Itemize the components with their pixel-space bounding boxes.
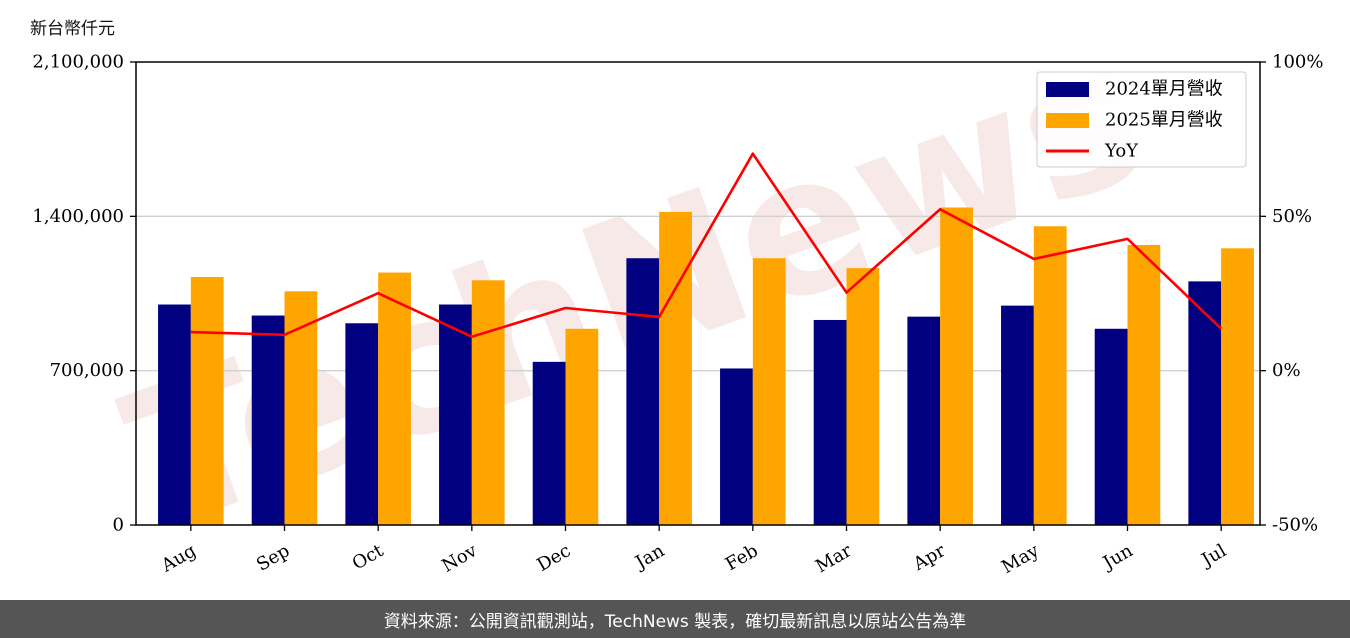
bar-2024-oct xyxy=(345,323,379,525)
bar-2025-may xyxy=(1033,226,1067,525)
bar-2024-may xyxy=(1001,305,1034,525)
x-tick-label: Jan xyxy=(630,540,668,574)
bar-2025-aug xyxy=(190,276,224,525)
revenue-chart: TechNews0700,0001,400,0002,100,000-50%0%… xyxy=(32,3,1323,578)
x-tick-label: Jun xyxy=(1098,540,1137,575)
y-right-tick-label: 50% xyxy=(1272,206,1312,227)
x-tick-label: Mar xyxy=(812,540,856,577)
bar-2024-jul xyxy=(1188,281,1222,525)
bar-2024-feb xyxy=(720,368,753,525)
footer-text: 資料來源：公開資訊觀測站，TechNews 製表，確切最新訊息以原站公告為準 xyxy=(383,611,967,632)
y-left-tick-label: 700,000 xyxy=(50,360,124,381)
bar-2025-mar xyxy=(846,268,880,525)
bar-2025-sep xyxy=(284,291,318,525)
yoy-line xyxy=(190,152,1223,339)
bar-2024-nov xyxy=(439,304,472,525)
bar-2025-oct xyxy=(378,272,411,525)
legend-yoy-label: YoY xyxy=(1104,141,1139,162)
bar-2024-dec xyxy=(532,361,566,525)
legend-2024-label: 2024單月營收 xyxy=(1105,79,1223,100)
x-tick-label: Dec xyxy=(533,540,574,576)
bar-2025-apr xyxy=(940,207,973,525)
bar-2025-dec xyxy=(565,328,599,525)
x-tick-label: Feb xyxy=(722,540,762,575)
chart-area: 新台幣仟元 TechNews0700,0001,400,0002,100,000… xyxy=(30,3,1323,578)
bar-2025-nov xyxy=(471,280,505,525)
y-axis-unit-label: 新台幣仟元 xyxy=(30,19,115,39)
source-footer: 資料來源：公開資訊觀測站，TechNews 製表，確切最新訊息以原站公告為準 xyxy=(0,600,1350,638)
legend-box xyxy=(1036,71,1247,168)
legend-2025-label: 2025單月營收 xyxy=(1105,110,1223,131)
bar-2024-jun xyxy=(1094,328,1128,525)
bar-2025-jun xyxy=(1127,244,1161,525)
y-left-tick-label: 1,400,000 xyxy=(32,206,124,227)
legend-2024-swatch xyxy=(1046,82,1089,97)
y-right-tick-label: 0% xyxy=(1272,360,1301,381)
bar-2024-mar xyxy=(813,319,847,525)
y-left-tick-label: 0 xyxy=(113,515,124,536)
bar-2024-apr xyxy=(907,316,941,525)
y-right-tick-label: 100% xyxy=(1272,52,1323,73)
plot-frame xyxy=(135,61,1261,526)
bar-2025-jul xyxy=(1221,248,1254,526)
bar-2024-sep xyxy=(251,315,285,525)
bar-2025-jan xyxy=(659,211,692,525)
x-tick-label: Sep xyxy=(253,540,293,575)
x-tick-label: Apr xyxy=(909,540,949,575)
x-tick-label: Nov xyxy=(438,540,481,577)
bar-2025-feb xyxy=(752,258,786,525)
y-left-tick-label: 2,100,000 xyxy=(32,52,124,73)
x-tick-label: Oct xyxy=(349,540,388,575)
bar-2024-jan xyxy=(626,258,660,525)
y-right-tick-label: -50% xyxy=(1272,515,1318,536)
bar-2024-aug xyxy=(158,304,191,525)
x-tick-label: May xyxy=(998,540,1043,578)
x-tick-label: Jul xyxy=(1197,540,1231,572)
legend-2025-swatch xyxy=(1046,113,1089,128)
